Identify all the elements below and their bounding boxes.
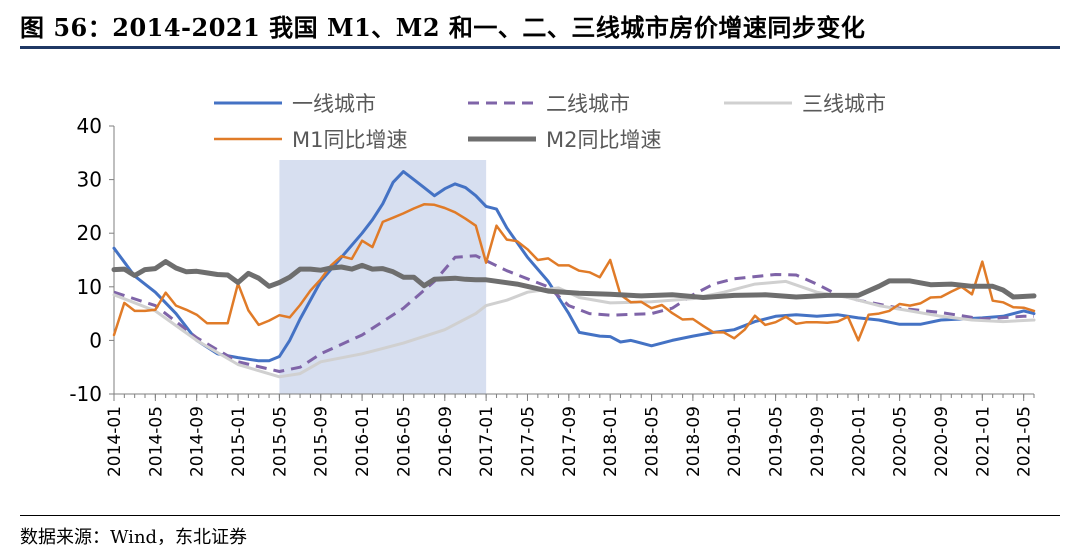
- y-tick-label: 30: [77, 168, 102, 192]
- series-lines-group: [111, 170, 1037, 379]
- x-tick-label: 2018-01: [601, 406, 621, 477]
- x-tick-label: 2014-09: [188, 406, 208, 477]
- x-tick-label: 2019-09: [808, 406, 828, 477]
- legend-label: 二线城市: [546, 92, 630, 116]
- legend-label: M1同比增速: [292, 128, 407, 152]
- legend-label: 三线城市: [802, 92, 886, 116]
- y-tick-label: 0: [89, 328, 102, 352]
- x-tick-label: 2018-09: [684, 406, 704, 477]
- y-tick-label: 10: [77, 275, 102, 299]
- legend-label: 一线城市: [292, 92, 376, 116]
- x-tick-label: 2016-09: [436, 406, 456, 477]
- series-line-二线城市: [113, 254, 1034, 373]
- title-rule: [20, 46, 1060, 49]
- x-tick-label: 2020-01: [849, 406, 869, 477]
- y-tick-label: 20: [77, 221, 102, 245]
- x-tick-label: 2021-01: [973, 406, 993, 477]
- y-tick-label: 40: [77, 114, 102, 138]
- x-tick-label: 2015-05: [270, 406, 290, 477]
- x-tick-label: 2020-09: [932, 406, 952, 477]
- x-tick-label: 2015-09: [312, 406, 332, 477]
- x-tick-label: 2017-01: [477, 406, 497, 477]
- x-tick-label: 2019-05: [767, 406, 787, 477]
- x-tick-label: 2015-01: [229, 406, 249, 477]
- axes-group: -10 0 10 20 30 40 2014-01 2014-05 2014-09 2015-01…: [69, 114, 1034, 477]
- x-tick-label: 2014-05: [146, 406, 166, 477]
- x-tick-label: 2017-09: [560, 406, 580, 477]
- figure-title: 图 56：2014-2021 我国 M1、M2 和一、二、三线城市房价增速同步变…: [20, 13, 866, 42]
- x-tick-label: 2016-01: [353, 406, 373, 477]
- series-line-三线城市: [112, 279, 1036, 379]
- series-line-M2同比增速: [111, 259, 1037, 300]
- x-tick-label: 2019-01: [725, 406, 745, 477]
- x-tick-label: 2016-05: [394, 406, 414, 477]
- source-note: 数据来源：Wind，东北证券: [20, 527, 248, 548]
- source-rule: [20, 515, 1060, 516]
- legend-group: 一线城市 二线城市 三线城市 M1同比增速 M2同比增速: [214, 92, 886, 152]
- x-tick-label: 2021-05: [1015, 406, 1035, 477]
- y-tick-label: -10: [69, 382, 102, 406]
- x-tick-label: 2018-05: [643, 406, 663, 477]
- series-line-M1同比增速: [112, 203, 1036, 342]
- series-line-一线城市: [112, 170, 1036, 363]
- x-tick-label: 2020-05: [891, 406, 911, 477]
- x-tick-label: 2017-05: [518, 406, 538, 477]
- legend-label: M2同比增速: [546, 128, 661, 152]
- x-tick-label: 2014-01: [105, 406, 125, 477]
